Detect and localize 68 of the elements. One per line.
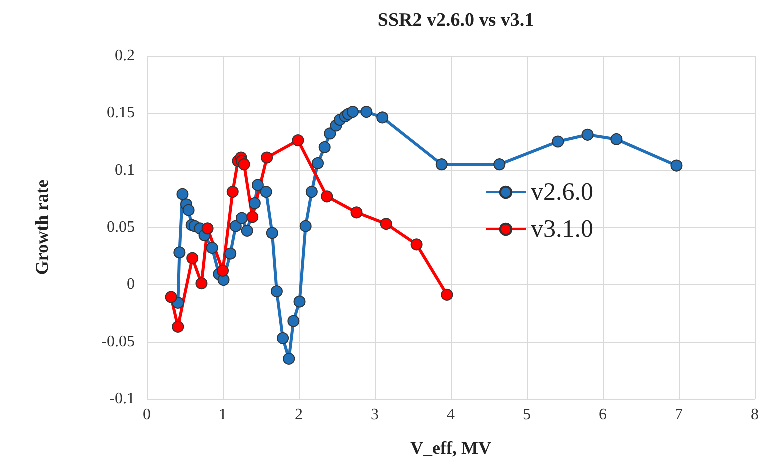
- x-tick-label: 1: [219, 406, 227, 424]
- x-tick-label: 8: [751, 406, 759, 424]
- y-tick-label: 0: [127, 276, 135, 294]
- point: [582, 128, 594, 141]
- x-tick-label: 3: [371, 406, 379, 424]
- point: [261, 152, 274, 164]
- x-axis-title: V_eff, MV: [410, 438, 492, 458]
- x-tick-label: 6: [599, 406, 607, 424]
- point: [224, 248, 237, 260]
- point: [277, 332, 290, 344]
- point: [376, 112, 389, 124]
- point: [670, 160, 683, 172]
- x-tick-label: 7: [675, 406, 683, 424]
- x-tick-label: 4: [447, 406, 455, 424]
- point: [360, 106, 373, 118]
- x-tick-label: 0: [143, 406, 151, 424]
- point: [410, 238, 423, 251]
- point: [266, 227, 278, 240]
- point: [165, 291, 178, 304]
- chart-title: SSR2 v2.6.0 vs v3.1: [378, 10, 534, 31]
- x-tick-label: 5: [523, 406, 531, 424]
- point: [350, 206, 363, 219]
- point: [436, 158, 448, 171]
- legend-label: v3.1.0: [531, 216, 594, 243]
- point: [346, 106, 359, 118]
- y-tick-label: 0.1: [115, 162, 135, 179]
- point: [283, 352, 296, 365]
- point: [186, 252, 199, 264]
- point: [494, 158, 506, 171]
- point: [206, 242, 218, 254]
- point: [292, 134, 304, 147]
- legend-label: v2.6.0: [531, 179, 594, 206]
- point: [441, 288, 454, 301]
- x-tick-label: 2: [295, 406, 303, 424]
- point: [288, 315, 300, 328]
- point: [226, 186, 239, 198]
- point: [172, 320, 184, 333]
- point: [196, 278, 208, 290]
- point: [217, 264, 229, 277]
- point: [321, 190, 334, 203]
- point: [324, 128, 336, 140]
- point: [176, 188, 189, 200]
- point: [230, 220, 242, 232]
- point: [610, 133, 623, 146]
- point: [248, 197, 261, 210]
- point: [294, 296, 306, 308]
- y-tick-label: 0.15: [107, 104, 135, 122]
- point: [252, 179, 264, 192]
- point: [241, 224, 254, 237]
- y-tick-label: -0.05: [102, 333, 135, 350]
- point: [236, 212, 248, 224]
- point: [238, 158, 250, 171]
- y-tick-label: -0.1: [110, 390, 135, 408]
- point: [306, 186, 318, 198]
- point: [246, 211, 259, 224]
- point: [270, 286, 283, 298]
- point: [202, 222, 214, 235]
- point: [300, 220, 312, 232]
- y-tick-label: 0.2: [115, 48, 135, 64]
- point: [380, 218, 392, 230]
- point: [260, 186, 272, 198]
- y-tick-label: 0.05: [107, 219, 135, 236]
- point: [312, 157, 324, 170]
- point: [174, 246, 186, 259]
- y-axis-title: Growth rate: [32, 180, 52, 276]
- point: [318, 141, 331, 154]
- point: [182, 204, 195, 216]
- point: [552, 136, 564, 148]
